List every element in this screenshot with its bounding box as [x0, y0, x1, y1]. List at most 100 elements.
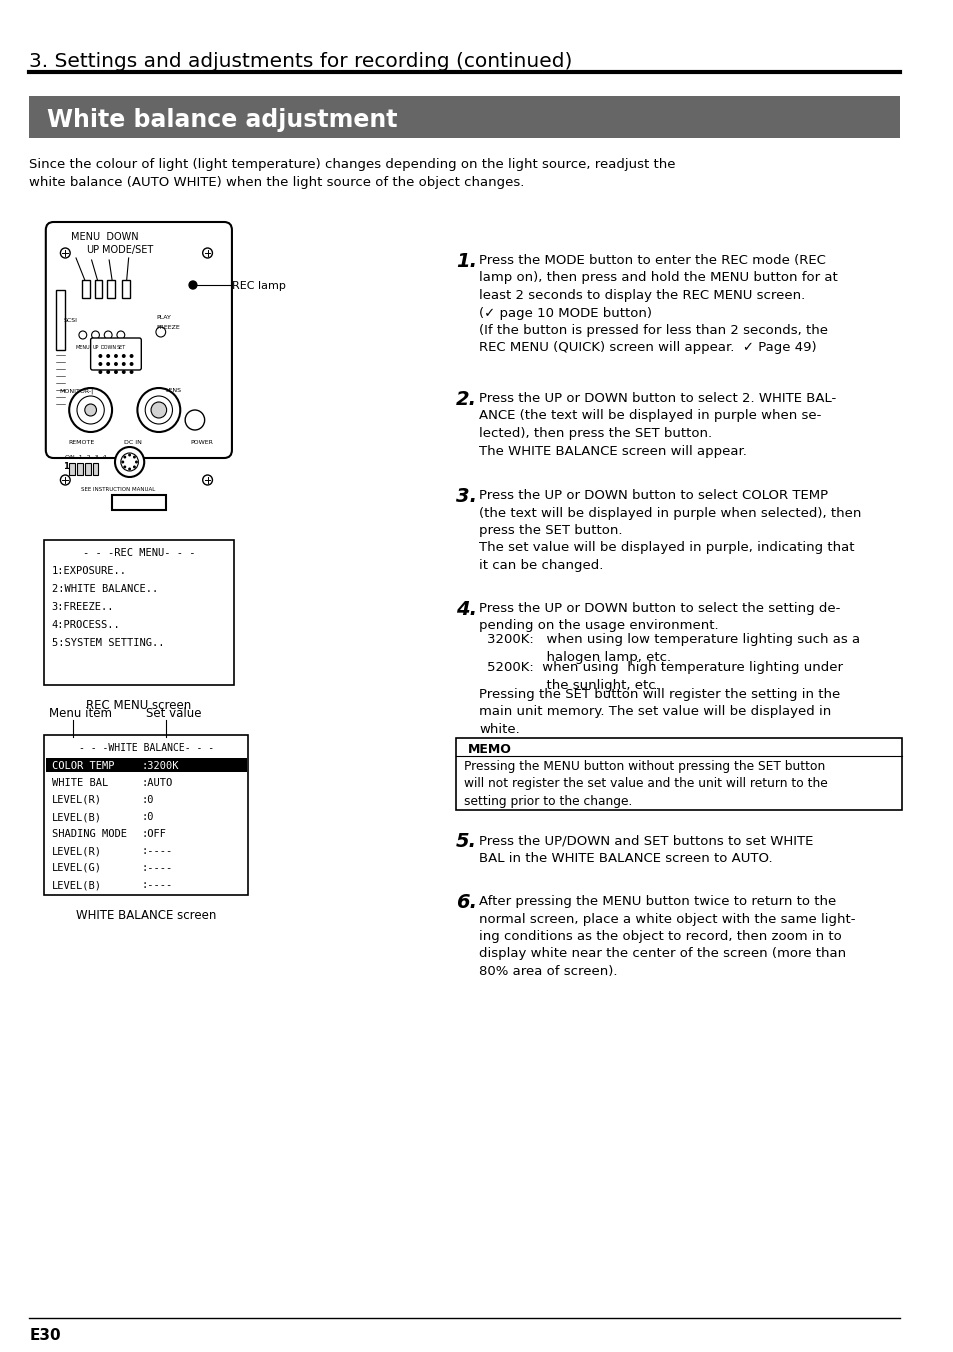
- Text: 5.: 5.: [456, 831, 476, 850]
- Text: :0: :0: [141, 813, 153, 822]
- Bar: [92, 462, 98, 475]
- Text: Set value: Set value: [146, 707, 201, 721]
- Text: MENU  DOWN: MENU DOWN: [71, 233, 138, 242]
- Text: - - -WHITE BALANCE- - -: - - -WHITE BALANCE- - -: [78, 744, 213, 753]
- Text: 1.: 1.: [456, 251, 476, 270]
- Bar: [44, 539, 233, 685]
- Text: SEE INSTRUCTION MANUAL: SEE INSTRUCTION MANUAL: [81, 487, 155, 492]
- Text: LEVEL(B): LEVEL(B): [51, 880, 102, 890]
- Text: 5200K:  when using  high temperature lighting under
              the sunlight, : 5200K: when using high temperature light…: [487, 661, 842, 691]
- Text: Press the UP or DOWN button to select COLOR TEMP
(the text will be displayed in : Press the UP or DOWN button to select CO…: [479, 489, 861, 572]
- Text: :----: :----: [141, 880, 172, 890]
- Circle shape: [122, 370, 126, 375]
- Circle shape: [70, 388, 112, 433]
- Circle shape: [123, 465, 126, 468]
- Text: LEVEL(R): LEVEL(R): [51, 795, 102, 804]
- Text: LEVEL(R): LEVEL(R): [51, 846, 102, 856]
- Text: Press the MODE button to enter the REC mode (REC
lamp on), then press and hold t: Press the MODE button to enter the REC m…: [479, 254, 838, 354]
- Text: SHADING MODE: SHADING MODE: [51, 829, 127, 840]
- Circle shape: [134, 461, 138, 464]
- Circle shape: [202, 247, 213, 258]
- Bar: [122, 280, 130, 297]
- Text: Press the UP/DOWN and SET buttons to set WHITE
BAL in the WHITE BALANCE screen t: Press the UP/DOWN and SET buttons to set…: [479, 834, 813, 864]
- Circle shape: [145, 396, 172, 425]
- Text: - - -REC MENU- - -: - - -REC MENU- - -: [83, 548, 195, 558]
- Circle shape: [155, 327, 166, 337]
- Text: Menu item: Menu item: [49, 707, 112, 721]
- Circle shape: [98, 354, 102, 358]
- Text: WHITE BALANCE screen: WHITE BALANCE screen: [76, 909, 216, 922]
- FancyBboxPatch shape: [46, 222, 232, 458]
- Text: :----: :----: [141, 863, 172, 873]
- Text: MONITOR-|: MONITOR-|: [59, 388, 93, 393]
- Text: UP: UP: [86, 245, 99, 256]
- Circle shape: [114, 362, 118, 366]
- Circle shape: [77, 396, 104, 425]
- FancyBboxPatch shape: [91, 338, 141, 370]
- Circle shape: [121, 461, 124, 464]
- Text: 2.: 2.: [456, 389, 476, 410]
- Text: SET: SET: [116, 345, 126, 350]
- Circle shape: [114, 354, 118, 358]
- Circle shape: [114, 370, 118, 375]
- Circle shape: [121, 453, 138, 470]
- Bar: [85, 462, 91, 475]
- Circle shape: [106, 370, 110, 375]
- Text: E30: E30: [30, 1328, 61, 1343]
- Text: LENS: LENS: [166, 388, 181, 393]
- Circle shape: [98, 370, 102, 375]
- Circle shape: [202, 475, 213, 485]
- Text: Pressing the MENU button without pressing the SET button
will not register the s: Pressing the MENU button without pressin…: [463, 760, 827, 808]
- Text: WHITE BAL: WHITE BAL: [51, 777, 108, 788]
- Bar: [46, 758, 246, 772]
- Text: Pressing the SET button will register the setting in the
main unit memory. The s: Pressing the SET button will register th…: [479, 688, 840, 735]
- Circle shape: [132, 465, 135, 468]
- Circle shape: [79, 331, 87, 339]
- Circle shape: [132, 456, 135, 458]
- Circle shape: [130, 354, 133, 358]
- Text: POWER: POWER: [190, 439, 213, 445]
- Circle shape: [123, 456, 126, 458]
- Text: White balance adjustment: White balance adjustment: [47, 108, 396, 132]
- Circle shape: [137, 388, 180, 433]
- Text: DC IN: DC IN: [124, 439, 141, 445]
- Text: :0: :0: [141, 795, 153, 804]
- Circle shape: [130, 362, 133, 366]
- Text: UP: UP: [92, 345, 98, 350]
- Text: 6.: 6.: [456, 894, 476, 913]
- Circle shape: [115, 448, 144, 477]
- Bar: [456, 738, 902, 810]
- Circle shape: [106, 354, 110, 358]
- Circle shape: [104, 331, 112, 339]
- Text: FREEZE: FREEZE: [155, 324, 179, 330]
- Circle shape: [128, 468, 131, 470]
- Text: LEVEL(B): LEVEL(B): [51, 813, 102, 822]
- Circle shape: [60, 247, 71, 258]
- Circle shape: [122, 354, 126, 358]
- Bar: [77, 462, 83, 475]
- Bar: [82, 280, 90, 297]
- Text: :OFF: :OFF: [141, 829, 166, 840]
- Text: :----: :----: [141, 846, 172, 856]
- Circle shape: [122, 362, 126, 366]
- Text: 4:PROCESS..: 4:PROCESS..: [51, 621, 120, 630]
- Circle shape: [91, 331, 99, 339]
- Text: DOWN: DOWN: [100, 345, 116, 350]
- Bar: [70, 462, 75, 475]
- Text: After pressing the MENU button twice to return to the
normal screen, place a whi: After pressing the MENU button twice to …: [479, 895, 855, 977]
- Text: REC lamp: REC lamp: [232, 281, 286, 291]
- Text: 3200K:   when using low temperature lighting such as a
              halogen lam: 3200K: when using low temperature lighti…: [487, 633, 860, 664]
- Text: :3200K: :3200K: [141, 761, 178, 771]
- Circle shape: [189, 281, 196, 289]
- Circle shape: [128, 453, 131, 457]
- Bar: [112, 495, 166, 510]
- Text: :AUTO: :AUTO: [141, 777, 172, 788]
- Text: PLAY: PLAY: [155, 315, 171, 320]
- Text: SCSI: SCSI: [63, 318, 77, 323]
- Text: 1: 1: [63, 462, 70, 470]
- Circle shape: [106, 362, 110, 366]
- Text: ON  1  2  3  4: ON 1 2 3 4: [65, 456, 107, 460]
- Text: REC MENU screen: REC MENU screen: [86, 699, 192, 713]
- Circle shape: [151, 402, 167, 418]
- Circle shape: [117, 331, 125, 339]
